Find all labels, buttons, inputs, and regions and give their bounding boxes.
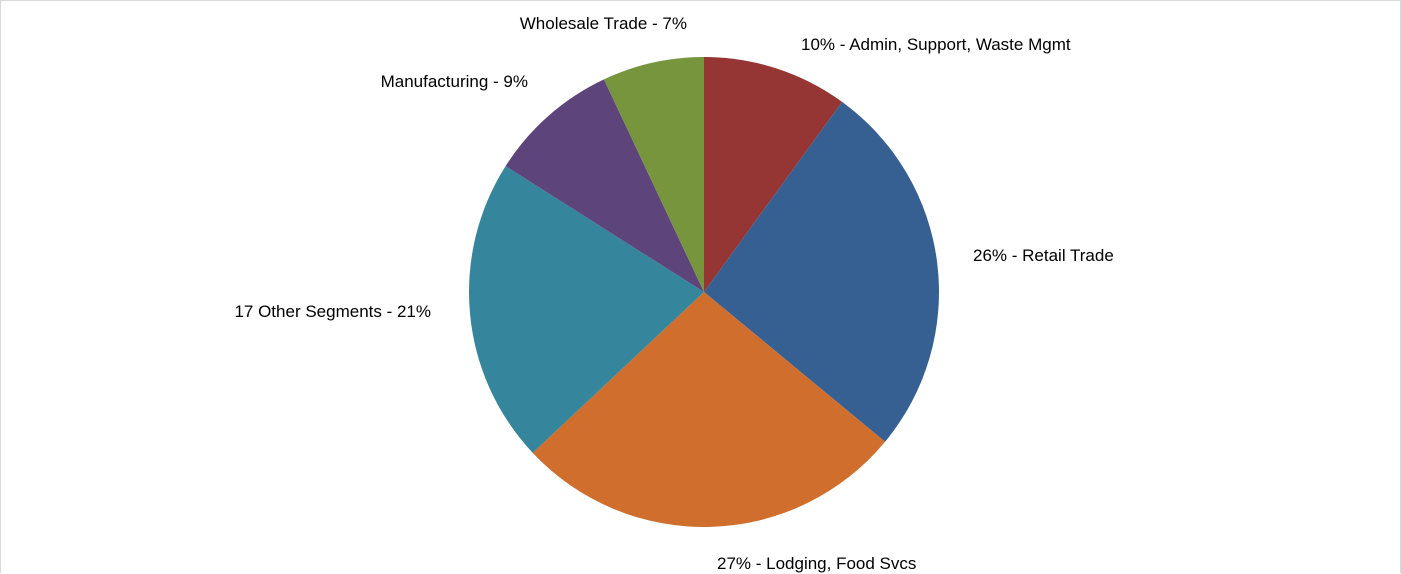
- slice-label-1: 10% - Admin, Support, Waste Mgmt: [801, 35, 1071, 54]
- pie-slice-3: [532, 292, 886, 527]
- pie-slice-2: [704, 101, 939, 442]
- pie-slice-1: [704, 57, 843, 292]
- slice-label-5: Manufacturing - 9%: [381, 72, 528, 91]
- slice-label-3: 27% - Lodging, Food Svcs: [717, 554, 916, 573]
- slice-label-2: 26% - Retail Trade: [973, 246, 1114, 265]
- pie-slice-4: [468, 166, 704, 453]
- slice-label-6: Wholesale Trade - 7%: [520, 14, 687, 33]
- slice-label-4: 17 Other Segments - 21%: [234, 302, 431, 321]
- pie-slice-5: [505, 79, 704, 293]
- pie-slice-6: [603, 57, 704, 292]
